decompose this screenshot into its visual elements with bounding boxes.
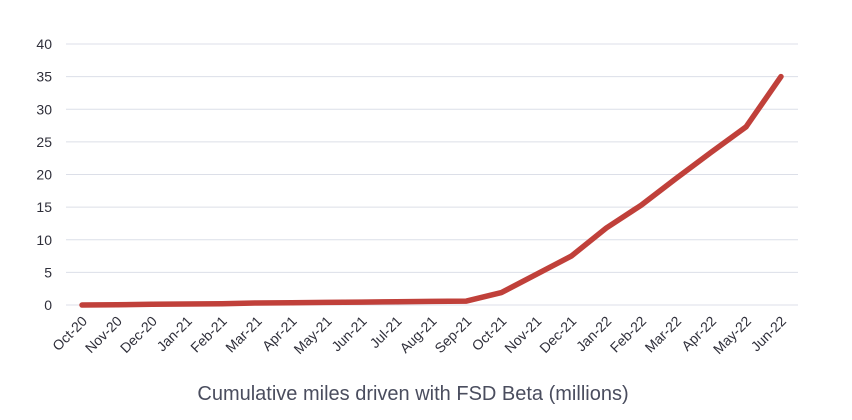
x-axis-ticks: Oct-20Nov-20Dec-20Jan-21Feb-21Mar-21Apr-…: [49, 313, 789, 357]
y-tick-label: 5: [44, 264, 52, 280]
x-tick-label: May-21: [290, 313, 334, 357]
y-tick-label: 40: [36, 36, 52, 52]
x-tick-label: Mar-22: [642, 313, 685, 356]
grid: [66, 43, 798, 306]
y-tick-label: 0: [44, 297, 52, 313]
x-tick-label: Feb-21: [187, 313, 230, 356]
x-tick-label: Mar-21: [222, 313, 265, 356]
x-tick-label: Dec-21: [536, 313, 579, 356]
y-tick-label: 25: [36, 134, 52, 150]
chart-title: Cumulative miles driven with FSD Beta (m…: [197, 383, 628, 405]
x-tick-label: Jan-22: [573, 313, 615, 355]
y-tick-label: 10: [36, 232, 52, 248]
y-tick-label: 15: [36, 199, 52, 215]
x-tick-label: Nov-20: [82, 313, 125, 356]
x-tick-label: Aug-21: [396, 313, 439, 356]
y-tick-label: 20: [36, 167, 52, 183]
x-tick-label: Dec-20: [117, 313, 160, 356]
x-tick-label: Jun-21: [328, 313, 370, 355]
series-layer: [79, 73, 784, 308]
x-tick-label: Jun-22: [748, 313, 790, 355]
x-tick-label: Feb-22: [607, 313, 650, 356]
x-tick-label: Jan-21: [153, 313, 195, 355]
y-tick-label: 35: [36, 69, 52, 85]
y-tick-label: 30: [36, 101, 52, 117]
series-line-0: [79, 73, 784, 308]
x-tick-label: Sep-21: [431, 313, 474, 356]
y-axis-ticks: 0 5 10 15 20 25 30 35 40: [36, 36, 52, 313]
x-tick-label: Nov-21: [501, 313, 544, 356]
x-tick-label: May-22: [710, 313, 754, 357]
